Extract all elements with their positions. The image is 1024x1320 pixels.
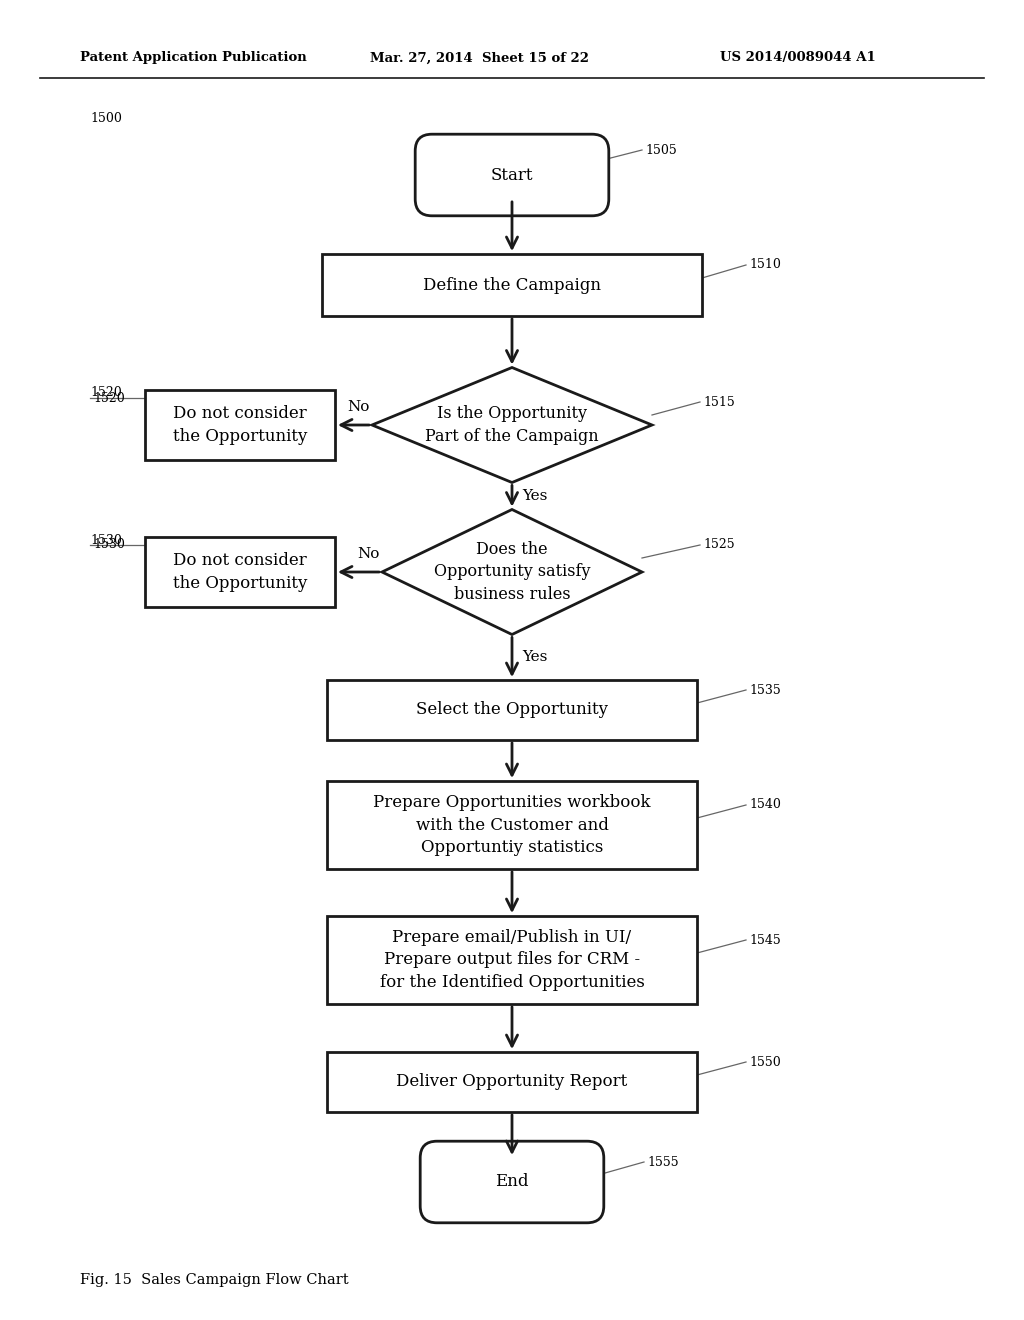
Text: Yes: Yes xyxy=(522,488,548,503)
Text: 1530: 1530 xyxy=(93,539,125,552)
Text: 1515: 1515 xyxy=(703,396,735,408)
Text: Fig. 15  Sales Campaign Flow Chart: Fig. 15 Sales Campaign Flow Chart xyxy=(80,1272,348,1287)
Bar xyxy=(327,680,697,741)
Text: Prepare Opportunities workbook
with the Customer and
Opportuntiy statistics: Prepare Opportunities workbook with the … xyxy=(374,795,650,855)
Text: Prepare email/Publish in UI/
Prepare output files for CRM -
for the Identified O: Prepare email/Publish in UI/ Prepare out… xyxy=(380,929,644,991)
Text: 1525: 1525 xyxy=(703,539,734,552)
Text: 1550: 1550 xyxy=(749,1056,780,1068)
Text: Deliver Opportunity Report: Deliver Opportunity Report xyxy=(396,1073,628,1090)
Bar xyxy=(322,253,702,315)
Text: 1545: 1545 xyxy=(749,933,780,946)
Text: 1500: 1500 xyxy=(90,111,122,124)
Text: Define the Campaign: Define the Campaign xyxy=(423,276,601,293)
Text: Do not consider
the Opportunity: Do not consider the Opportunity xyxy=(173,405,307,445)
Polygon shape xyxy=(382,510,642,635)
Text: US 2014/0089044 A1: US 2014/0089044 A1 xyxy=(720,51,876,65)
Text: No: No xyxy=(347,400,370,414)
Text: Patent Application Publication: Patent Application Publication xyxy=(80,51,307,65)
Text: 1535: 1535 xyxy=(749,684,780,697)
Bar xyxy=(327,1052,697,1111)
Text: No: No xyxy=(357,546,380,561)
Text: 1505: 1505 xyxy=(645,144,677,157)
Polygon shape xyxy=(372,367,652,483)
Text: 1520: 1520 xyxy=(90,387,122,400)
Bar xyxy=(327,781,697,869)
Text: Do not consider
the Opportunity: Do not consider the Opportunity xyxy=(173,552,307,591)
Text: 1530: 1530 xyxy=(90,533,122,546)
Text: Start: Start xyxy=(490,166,534,183)
Text: Is the Opportunity
Part of the Campaign: Is the Opportunity Part of the Campaign xyxy=(425,405,599,445)
Text: 1555: 1555 xyxy=(647,1155,679,1168)
Text: End: End xyxy=(496,1173,528,1191)
Text: Select the Opportunity: Select the Opportunity xyxy=(416,701,608,718)
Bar xyxy=(145,537,335,607)
Text: 1510: 1510 xyxy=(749,259,781,272)
FancyBboxPatch shape xyxy=(420,1142,604,1222)
Text: Yes: Yes xyxy=(522,651,548,664)
Text: Mar. 27, 2014  Sheet 15 of 22: Mar. 27, 2014 Sheet 15 of 22 xyxy=(370,51,589,65)
Text: Does the
Opportunity satisfy
business rules: Does the Opportunity satisfy business ru… xyxy=(434,541,590,603)
Text: 1540: 1540 xyxy=(749,799,781,812)
Text: 1520: 1520 xyxy=(93,392,125,404)
FancyBboxPatch shape xyxy=(415,135,609,215)
Bar xyxy=(145,389,335,459)
Bar xyxy=(327,916,697,1005)
